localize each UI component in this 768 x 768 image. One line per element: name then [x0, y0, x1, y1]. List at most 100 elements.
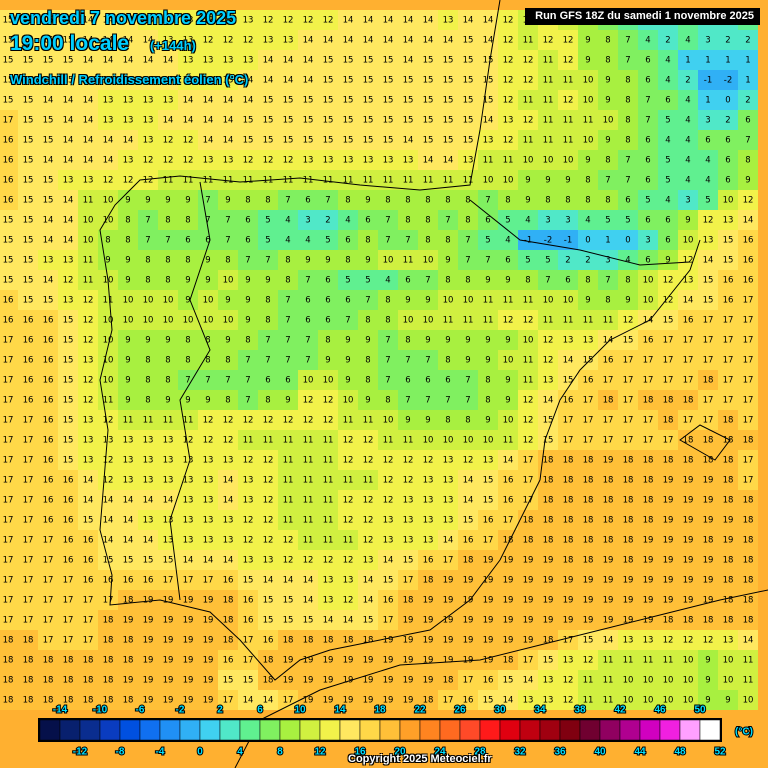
grid-cell	[478, 470, 498, 490]
grid-cell	[538, 30, 558, 50]
grid-value: 13	[123, 476, 134, 486]
grid-cell	[698, 150, 718, 170]
grid-cell	[458, 690, 478, 710]
grid-value: 12	[103, 176, 114, 186]
grid-value: 17	[3, 516, 14, 526]
grid-cell	[278, 290, 298, 310]
grid-cell	[638, 330, 658, 350]
grid-value: 15	[3, 36, 14, 46]
grid-cell	[178, 130, 198, 150]
grid-cell	[638, 30, 658, 50]
grid-cell	[398, 610, 418, 630]
grid-value: 19	[683, 536, 694, 546]
grid-cell	[318, 490, 338, 510]
grid-cell	[18, 430, 38, 450]
grid-cell	[398, 370, 418, 390]
grid-value: 19	[603, 616, 614, 626]
grid-cell	[358, 690, 378, 710]
grid-cell	[718, 470, 738, 490]
grid-cell	[358, 670, 378, 690]
grid-value: 19	[463, 636, 474, 646]
grid-value: 4	[665, 196, 670, 206]
grid-value: 14	[83, 136, 94, 146]
grid-cell	[738, 650, 758, 670]
grid-value: 10	[123, 316, 134, 326]
grid-value: 3	[685, 196, 690, 206]
grid-cell	[158, 610, 178, 630]
grid-cell	[558, 170, 578, 190]
grid-cell	[278, 390, 298, 410]
grid-value: 14	[343, 616, 354, 626]
grid-value: 15	[483, 96, 494, 106]
colorbar-label: -8	[116, 747, 125, 758]
grid-cell	[718, 570, 738, 590]
grid-value: 17	[383, 616, 394, 626]
grid-cell	[318, 370, 338, 390]
grid-value: 19	[203, 616, 214, 626]
grid-value: 18	[663, 456, 674, 466]
grid-cell	[158, 130, 178, 150]
grid-cell	[98, 130, 118, 150]
grid-value: 12	[283, 16, 294, 26]
grid-value: 17	[23, 476, 34, 486]
grid-cell	[38, 50, 58, 70]
grid-cell	[558, 70, 578, 90]
grid-value: 11	[323, 496, 334, 506]
grid-cell	[738, 290, 758, 310]
grid-cell	[598, 290, 618, 310]
grid-value: 15	[43, 56, 54, 66]
grid-cell	[138, 570, 158, 590]
grid-cell	[718, 50, 738, 70]
grid-cell	[58, 270, 78, 290]
grid-value: 10	[583, 136, 594, 146]
grid-value: 6	[305, 196, 310, 206]
grid-value: 11	[383, 176, 394, 186]
grid-value: 13	[243, 556, 254, 566]
grid-cell	[278, 490, 298, 510]
grid-cell	[478, 690, 498, 710]
grid-value: 17	[743, 336, 754, 346]
grid-value: 12	[323, 16, 334, 26]
grid-cell	[398, 390, 418, 410]
grid-value: 18	[623, 476, 634, 486]
grid-value: 18	[583, 556, 594, 566]
border	[469, 199, 691, 266]
grid-value: 14	[483, 36, 494, 46]
grid-value: 14	[463, 496, 474, 506]
grid-cell	[318, 10, 338, 30]
colorbar-box	[519, 719, 541, 741]
grid-value: 13	[503, 116, 514, 126]
grid-value: 17	[723, 336, 734, 346]
grid-value: 14	[263, 76, 274, 86]
grid-cell	[738, 130, 758, 150]
grid-cell	[638, 490, 658, 510]
grid-value: 11	[363, 476, 374, 486]
grid-value: 6	[645, 136, 650, 146]
grid-cell	[78, 130, 98, 150]
grid-value: 15	[463, 116, 474, 126]
grid-cell	[498, 90, 518, 110]
grid-value: 12	[263, 416, 274, 426]
grid-cell	[338, 590, 358, 610]
grid-value: 15	[243, 676, 254, 686]
grid-value: 6	[285, 376, 290, 386]
grid-cell	[498, 170, 518, 190]
grid-cell	[18, 630, 38, 650]
grid-value: 16	[683, 316, 694, 326]
grid-cell	[538, 650, 558, 670]
grid-cell	[678, 650, 698, 670]
grid-cell	[398, 290, 418, 310]
grid-value: 9	[705, 696, 710, 706]
grid-value: 18	[463, 556, 474, 566]
grid-value: 4	[685, 156, 690, 166]
grid-value: 11	[643, 656, 654, 666]
grid-value: 8	[365, 236, 370, 246]
grid-cell	[618, 210, 638, 230]
grid-cell	[458, 610, 478, 630]
grid-cell	[278, 250, 298, 270]
grid-value: 17	[723, 396, 734, 406]
grid-cell	[678, 310, 698, 330]
grid-value: 11	[483, 316, 494, 326]
grid-cell	[418, 230, 438, 250]
grid-value: 6	[665, 236, 670, 246]
